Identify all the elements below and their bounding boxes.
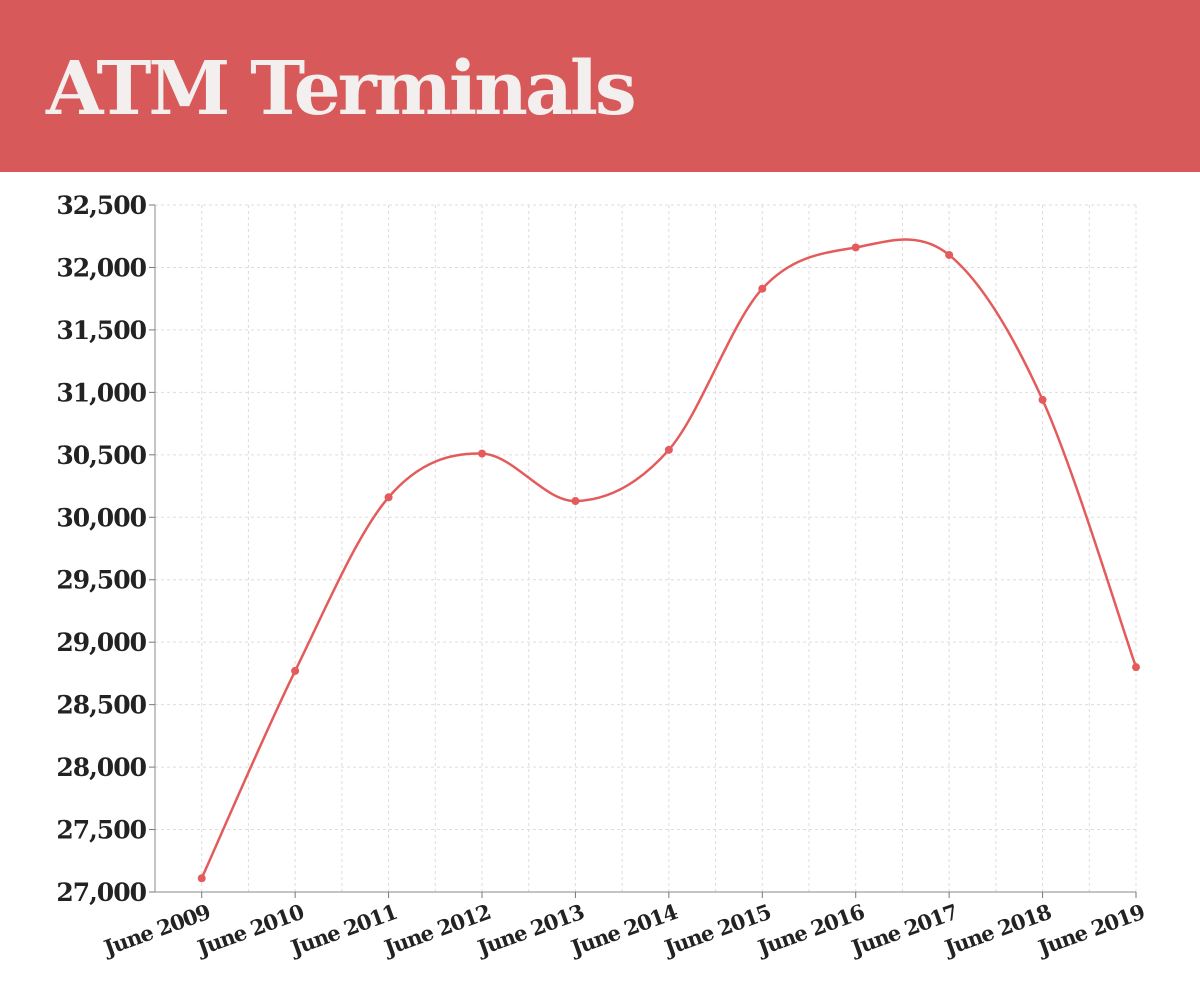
- data-point: [384, 493, 393, 502]
- data-point: [291, 666, 300, 675]
- y-tick-label: 27,000: [56, 878, 146, 907]
- x-tick-label: June 2017: [846, 899, 960, 961]
- y-tick-label: 32,500: [56, 191, 146, 220]
- y-tick-label: 30,000: [56, 503, 146, 532]
- data-point: [945, 250, 954, 259]
- data-point: [851, 243, 860, 252]
- x-tick-label: June 2012: [379, 899, 493, 961]
- y-tick-label: 28,500: [56, 691, 146, 720]
- x-tick-label: June 2016: [753, 899, 868, 961]
- x-tick-label: June 2014: [566, 899, 681, 961]
- x-tick-label: June 2009: [99, 899, 214, 961]
- x-tick-label: June 2015: [659, 899, 774, 961]
- data-point: [1132, 663, 1140, 672]
- data-point: [571, 497, 580, 506]
- data-point: [664, 445, 673, 454]
- y-tick-label: 32,000: [56, 253, 146, 282]
- series-line: [200, 238, 1138, 879]
- y-tick-label: 28,000: [56, 753, 146, 782]
- page-title: ATM Terminals: [46, 46, 637, 132]
- x-tick-label: June 2013: [473, 899, 588, 961]
- data-point: [478, 449, 486, 458]
- x-tick-label: June 2019: [1033, 899, 1148, 961]
- y-tick-label: 29,000: [56, 628, 146, 657]
- y-tick-label: 31,000: [56, 378, 146, 407]
- y-tick-label: 30,500: [56, 441, 146, 470]
- y-tick-label: 27,500: [56, 816, 146, 845]
- y-tick-label: 29,500: [56, 566, 146, 595]
- x-tick-label: June 2011: [286, 899, 400, 961]
- x-tick-label: June 2018: [940, 899, 1055, 961]
- y-tick-label: 31,500: [56, 316, 146, 345]
- title-banner: ATM Terminals: [0, 0, 1200, 172]
- data-point: [1038, 395, 1047, 404]
- data-point: [758, 284, 767, 293]
- data-point: [197, 874, 206, 883]
- grid-lines: [149, 204, 1137, 893]
- x-tick-label: June 2010: [192, 899, 307, 961]
